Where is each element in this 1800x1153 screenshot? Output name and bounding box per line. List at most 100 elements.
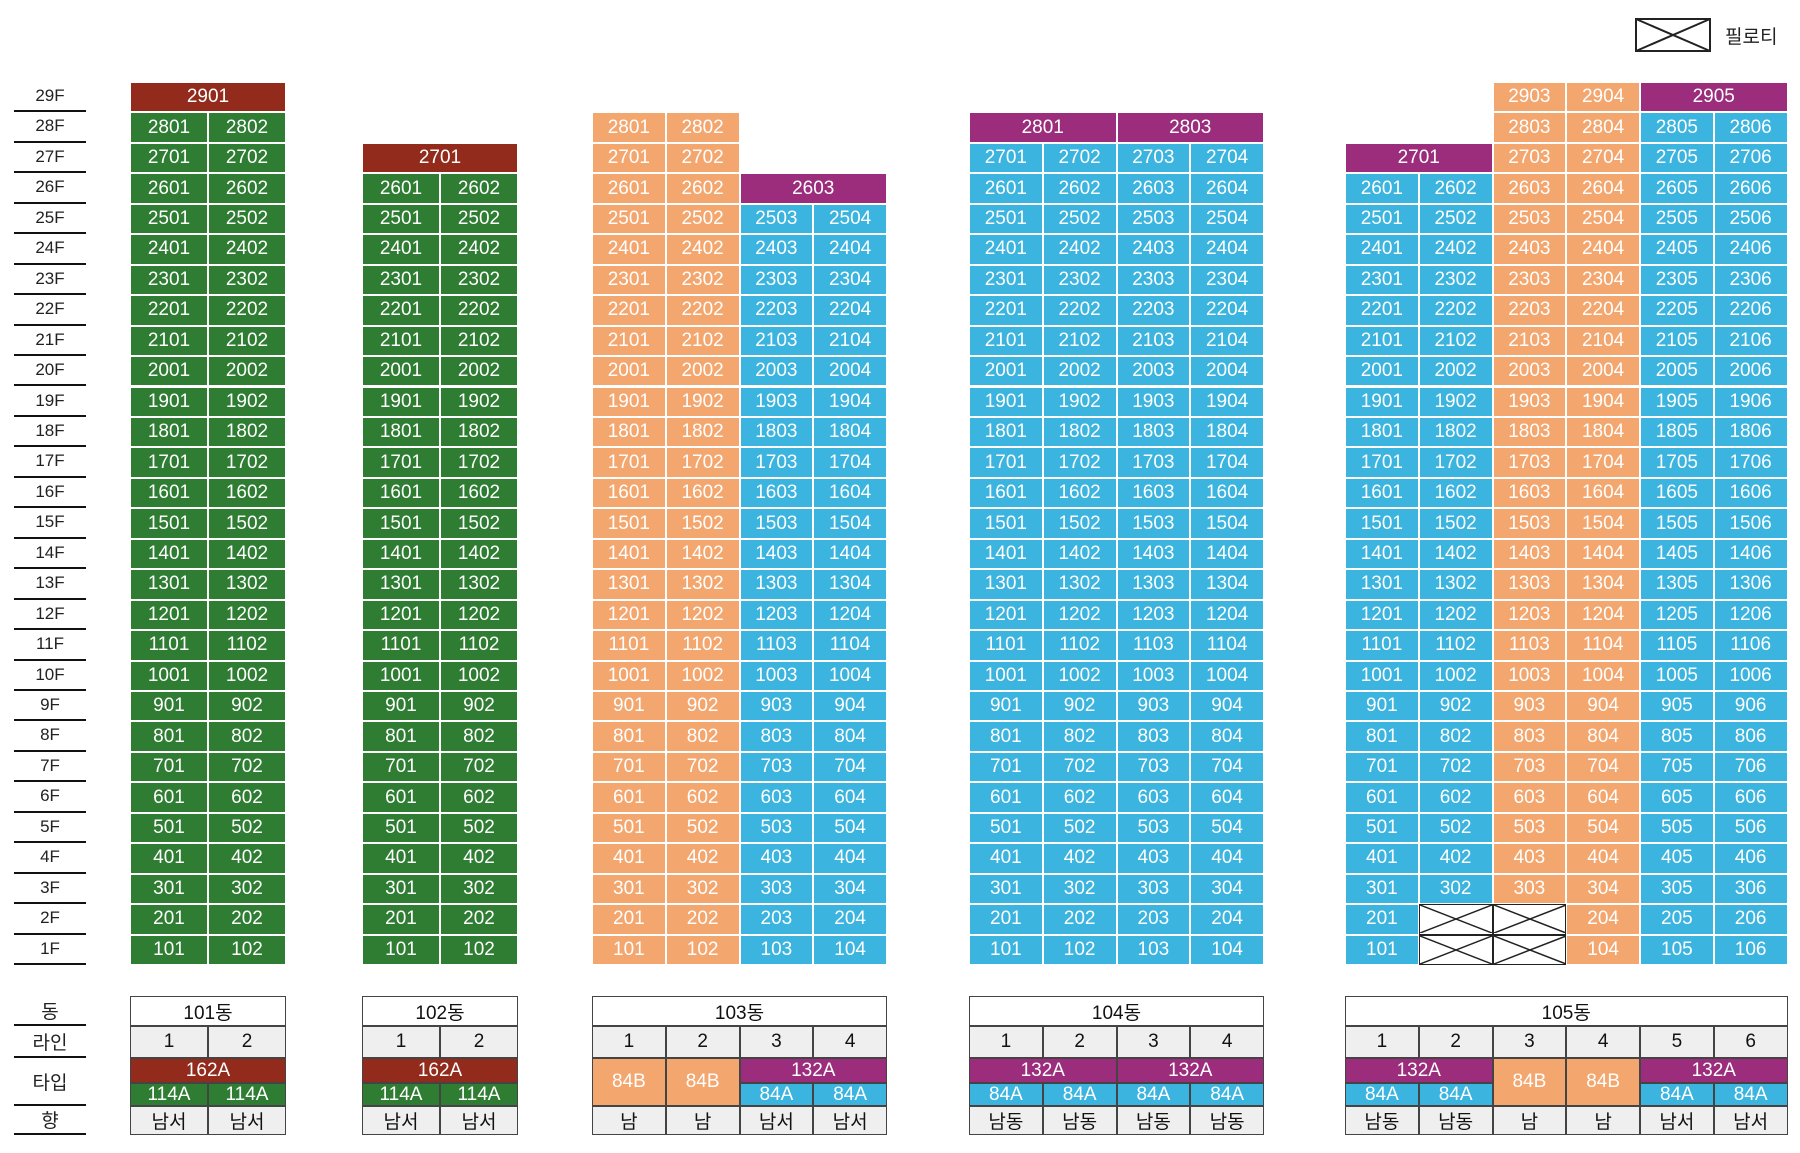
floor-label: 6F [14, 782, 86, 813]
unit-cell: 1402 [208, 538, 286, 570]
unit-cell: 1002 [440, 660, 518, 691]
unit-cell: 501 [969, 812, 1043, 844]
unit-cell: 603 [1116, 782, 1191, 813]
floor-label: 21F [14, 326, 86, 357]
unit-cell: 1301 [592, 569, 666, 600]
unit-cell: 301 [969, 873, 1043, 905]
unit-cell: 1101 [592, 630, 666, 661]
unit-cell: 603 [739, 782, 814, 813]
unit-cell: 1003 [1492, 660, 1567, 691]
piloti-cell [1418, 934, 1493, 966]
direction: 남동 [1345, 1106, 1419, 1135]
unit-cell: 2504 [813, 203, 887, 235]
unit-cell: 803 [739, 721, 814, 752]
unit-cell: 502 [665, 812, 740, 844]
unit-cell: 1102 [440, 630, 518, 661]
unit-cell: 2806 [1713, 112, 1788, 143]
floor-label: 27F [14, 143, 86, 174]
unit-cell: 2702 [665, 142, 740, 174]
unit-cell: 2004 [1190, 356, 1264, 387]
floor-label: 28F [14, 112, 86, 143]
floor-label: 24F [14, 234, 86, 265]
unit-cell: 1304 [813, 569, 887, 600]
unit-cell: 2301 [362, 264, 440, 296]
direction: 남서 [1713, 1106, 1788, 1135]
unit-cell: 2603 [1116, 173, 1191, 204]
unit-cell: 1601 [130, 477, 208, 509]
unit-cell: 1604 [813, 477, 887, 509]
unit-cell: 1004 [813, 660, 887, 691]
unit-cell: 1801 [1345, 416, 1419, 448]
unit-cell: 2201 [362, 295, 440, 326]
unit-cell: 604 [813, 782, 887, 813]
unit-cell: 601 [130, 782, 208, 813]
unit-type: 84A [1116, 1083, 1191, 1106]
unit-cell: 602 [208, 782, 286, 813]
unit-cell: 1303 [739, 569, 814, 600]
unit-cell: 1601 [1345, 477, 1419, 509]
unit-cell: 1302 [1418, 569, 1493, 600]
floor-label: 3F [14, 874, 86, 905]
unit-cell: 2301 [130, 264, 208, 296]
unit-cell: 901 [1345, 691, 1419, 722]
unit-cell: 1904 [1190, 386, 1264, 417]
unit-cell: 2901 [130, 82, 286, 113]
unit-cell: 506 [1713, 812, 1788, 844]
unit-cell: 2206 [1713, 295, 1788, 326]
floor-label: 2F [14, 904, 86, 935]
unit-cell: 1001 [969, 660, 1043, 691]
unit-cell: 2102 [1042, 325, 1117, 357]
unit-cell: 1002 [208, 660, 286, 691]
unit-cell: 2402 [1418, 234, 1493, 265]
unit-cell: 2506 [1713, 203, 1788, 235]
unit-cell: 2003 [739, 356, 814, 387]
unit-cell: 2603 [739, 173, 887, 204]
unit-cell: 802 [208, 721, 286, 752]
line-number: 2 [208, 1026, 286, 1058]
unit-cell: 801 [362, 721, 440, 752]
piloti-legend-label: 필로티 [1725, 27, 1778, 48]
unit-cell: 202 [440, 904, 518, 935]
unit-cell: 1706 [1713, 447, 1788, 478]
unit-type: 84B [592, 1058, 666, 1106]
unit-cell: 1303 [1116, 569, 1191, 600]
unit-cell: 1006 [1713, 660, 1788, 691]
unit-cell: 1902 [1418, 386, 1493, 417]
unit-cell: 101 [362, 934, 440, 966]
unit-cell: 2406 [1713, 234, 1788, 265]
unit-cell: 2703 [1492, 142, 1567, 174]
unit-cell: 403 [739, 843, 814, 874]
unit-cell: 801 [592, 721, 666, 752]
unit-cell: 403 [1492, 843, 1567, 874]
unit-type: 84A [1640, 1083, 1714, 1106]
unit-cell: 102 [665, 934, 740, 966]
unit-cell: 2704 [1190, 142, 1264, 174]
direction: 남서 [362, 1106, 440, 1135]
floor-label: 5F [14, 813, 86, 844]
unit-cell: 603 [1492, 782, 1567, 813]
unit-cell: 2405 [1640, 234, 1714, 265]
unit-cell: 1702 [665, 447, 740, 478]
unit-cell: 702 [1418, 751, 1493, 783]
unit-cell: 1405 [1640, 538, 1714, 570]
floor-label: 17F [14, 447, 86, 478]
floor-label: 25F [14, 204, 86, 235]
unit-cell: 2103 [1492, 325, 1567, 357]
unit-cell: 1302 [1042, 569, 1117, 600]
direction: 남서 [813, 1106, 887, 1135]
unit-cell: 1802 [1418, 416, 1493, 448]
unit-cell: 1802 [665, 416, 740, 448]
unit-cell: 1103 [739, 630, 814, 661]
unit-cell: 2802 [208, 112, 286, 143]
unit-cell: 401 [1345, 843, 1419, 874]
unit-type: 132A [969, 1058, 1117, 1083]
unit-cell: 1701 [130, 447, 208, 478]
unit-cell: 2301 [1345, 264, 1419, 296]
unit-cell: 2502 [208, 203, 286, 235]
unit-type: 114A [130, 1083, 208, 1106]
unit-cell: 306 [1713, 873, 1788, 905]
unit-cell: 2302 [1042, 264, 1117, 296]
building-name: 102동 [362, 996, 518, 1026]
unit-cell: 701 [1345, 751, 1419, 783]
unit-cell: 104 [813, 934, 887, 966]
